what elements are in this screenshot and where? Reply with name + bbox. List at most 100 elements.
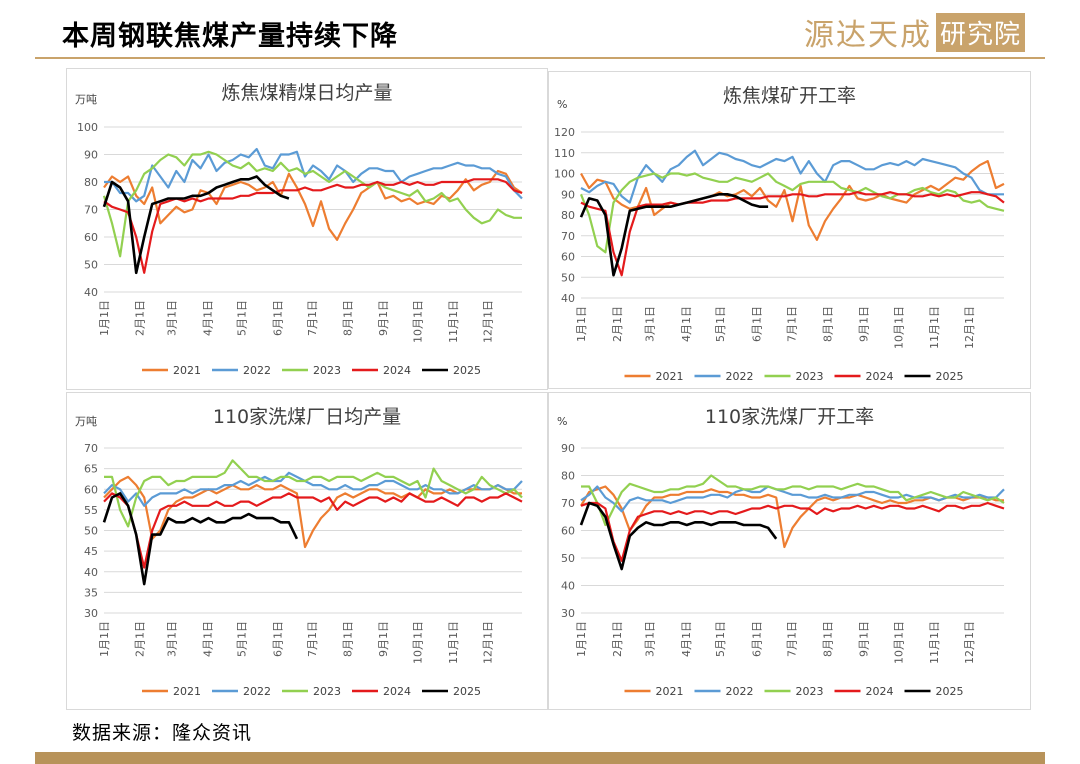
legend-label: 2024 bbox=[383, 685, 411, 698]
y-tick-label: 90 bbox=[84, 149, 98, 162]
y-tick-label: 40 bbox=[84, 286, 98, 299]
y-tick-label: 50 bbox=[561, 552, 575, 565]
y-tick-label: 35 bbox=[84, 586, 98, 599]
x-tick-label: 12月1日 bbox=[481, 300, 494, 343]
y-tick-label: 70 bbox=[561, 497, 575, 510]
legend-label: 2021 bbox=[656, 685, 684, 698]
y-tick-label: 80 bbox=[561, 470, 575, 483]
x-tick-label: 5月1日 bbox=[714, 621, 727, 657]
legend-label: 2021 bbox=[173, 685, 201, 698]
x-tick-label: 12月1日 bbox=[963, 306, 976, 349]
series-line-2022 bbox=[104, 147, 523, 203]
x-tick-label: 2月1日 bbox=[611, 621, 624, 657]
x-tick-label: 10月1日 bbox=[412, 300, 425, 343]
y-tick-label: 60 bbox=[84, 231, 98, 244]
legend-label: 2022 bbox=[726, 370, 754, 383]
series-line-2024 bbox=[103, 492, 523, 569]
chart-title: 炼焦煤矿开工率 bbox=[723, 85, 856, 107]
y-tick-label: 40 bbox=[561, 292, 575, 305]
x-tick-label: 6月1日 bbox=[751, 306, 764, 342]
chart-panel-coking-coal-mine-rate: 炼焦煤矿开工率% 40 50 60 70 80 90 100 110 120 1月1日 2月1日 3月1… bbox=[548, 71, 1031, 389]
series-line-2023 bbox=[581, 474, 1005, 527]
header-divider bbox=[35, 57, 1045, 59]
chart-coking-coal-mine-rate: 炼焦煤矿开工率% 40 50 60 70 80 90 100 110 120 1月1日 2月1日 3月1… bbox=[554, 85, 1005, 383]
y-tick-label: 60 bbox=[561, 525, 575, 538]
series-line-2025 bbox=[102, 492, 299, 586]
y-tick-label: 120 bbox=[554, 126, 575, 139]
x-tick-label: 9月1日 bbox=[377, 621, 390, 657]
chart-washery-rate: 110家洗煤厂开工率% 30 40 50 60 70 80 90 1月1日 2月1日 3月1日 4月1… bbox=[557, 406, 1005, 698]
x-tick-label: 1月1日 bbox=[98, 621, 111, 657]
x-tick-label: 6月1日 bbox=[272, 621, 285, 657]
chart-washery-output: 110家洗煤厂日均产量 万吨 30 35 40 45 50 55 60 65 70 1月1日 2月1日 3… bbox=[75, 406, 523, 698]
series-line-2021 bbox=[103, 475, 522, 549]
x-tick-label: 3月1日 bbox=[166, 300, 179, 336]
legend-label: 2024 bbox=[383, 364, 411, 377]
brand-badge: 研究院 bbox=[935, 12, 1025, 52]
legend-label: 2024 bbox=[866, 370, 894, 383]
legend-label: 2021 bbox=[656, 370, 684, 383]
footer-bar bbox=[35, 752, 1045, 764]
series-line-2021 bbox=[580, 159, 1005, 241]
legend-label: 2024 bbox=[866, 685, 894, 698]
series-line-2022 bbox=[103, 471, 523, 507]
legend-label: 2022 bbox=[243, 364, 271, 377]
y-tick-label: 40 bbox=[561, 580, 575, 593]
chart-panel-coking-coal-output: 炼焦煤精煤日均产量 万吨 40 50 60 70 80 90 100 1月1日 2月1日 3月1日 4月… bbox=[66, 68, 548, 390]
x-tick-label: 11月1日 bbox=[928, 306, 941, 349]
y-tick-label: 100 bbox=[77, 121, 98, 134]
y-tick-label: 70 bbox=[84, 442, 98, 455]
series-line-2022 bbox=[580, 485, 1005, 513]
x-tick-label: 8月1日 bbox=[821, 306, 834, 342]
series-line-2024 bbox=[580, 191, 1005, 277]
series-line-2025 bbox=[579, 193, 769, 277]
series-line-2025 bbox=[102, 175, 290, 275]
x-tick-label: 2月1日 bbox=[133, 621, 146, 657]
series-line-2021 bbox=[103, 169, 523, 241]
series-line-2024 bbox=[580, 501, 1005, 562]
series-line-2022 bbox=[580, 149, 1004, 204]
y-tick-label: 80 bbox=[561, 209, 575, 222]
x-tick-label: 9月1日 bbox=[857, 306, 870, 342]
data-source: 数据来源：隆众资讯 bbox=[72, 722, 253, 744]
x-tick-label: 10月1日 bbox=[412, 621, 425, 664]
x-tick-label: 6月1日 bbox=[751, 621, 764, 657]
series-line-2023 bbox=[102, 150, 522, 258]
x-tick-label: 8月1日 bbox=[342, 621, 355, 657]
y-unit-label: 万吨 bbox=[75, 415, 97, 428]
y-tick-label: 55 bbox=[84, 504, 98, 517]
x-tick-label: 7月1日 bbox=[306, 300, 319, 336]
y-tick-label: 60 bbox=[561, 251, 575, 264]
y-tick-label: 80 bbox=[84, 176, 98, 189]
x-tick-label: 10月1日 bbox=[892, 621, 905, 664]
x-tick-label: 12月1日 bbox=[481, 621, 494, 664]
y-unit-label: 万吨 bbox=[75, 93, 97, 106]
legend-label: 2025 bbox=[453, 364, 481, 377]
legend-label: 2025 bbox=[936, 685, 964, 698]
y-tick-label: 90 bbox=[561, 442, 575, 455]
x-tick-label: 7月1日 bbox=[306, 621, 319, 657]
legend-label: 2023 bbox=[313, 685, 341, 698]
y-tick-label: 50 bbox=[84, 525, 98, 538]
x-tick-label: 11月1日 bbox=[928, 621, 941, 664]
y-unit-label: % bbox=[557, 98, 567, 111]
x-tick-label: 4月1日 bbox=[680, 306, 693, 342]
y-tick-label: 90 bbox=[561, 188, 575, 201]
y-tick-label: 30 bbox=[561, 607, 575, 620]
y-unit-label: % bbox=[557, 415, 567, 428]
x-tick-label: 1月1日 bbox=[575, 306, 588, 342]
x-tick-label: 9月1日 bbox=[377, 300, 390, 336]
chart-panel-washery-rate: 110家洗煤厂开工率% 30 40 50 60 70 80 90 1月1日 2月1日 3月1日 4月1… bbox=[548, 392, 1031, 710]
x-tick-label: 7月1日 bbox=[786, 306, 799, 342]
chart-panel-washery-output: 110家洗煤厂日均产量 万吨 30 35 40 45 50 55 60 65 70 1月1日 2月1日 3… bbox=[66, 392, 548, 710]
series-line-2023 bbox=[579, 172, 1005, 254]
x-tick-label: 8月1日 bbox=[342, 300, 355, 336]
legend-label: 2021 bbox=[173, 364, 201, 377]
legend-label: 2025 bbox=[936, 370, 964, 383]
x-tick-label: 3月1日 bbox=[643, 621, 656, 657]
y-tick-label: 65 bbox=[84, 463, 98, 476]
y-tick-label: 30 bbox=[84, 607, 98, 620]
series-line-2025 bbox=[579, 501, 778, 571]
legend-label: 2022 bbox=[726, 685, 754, 698]
